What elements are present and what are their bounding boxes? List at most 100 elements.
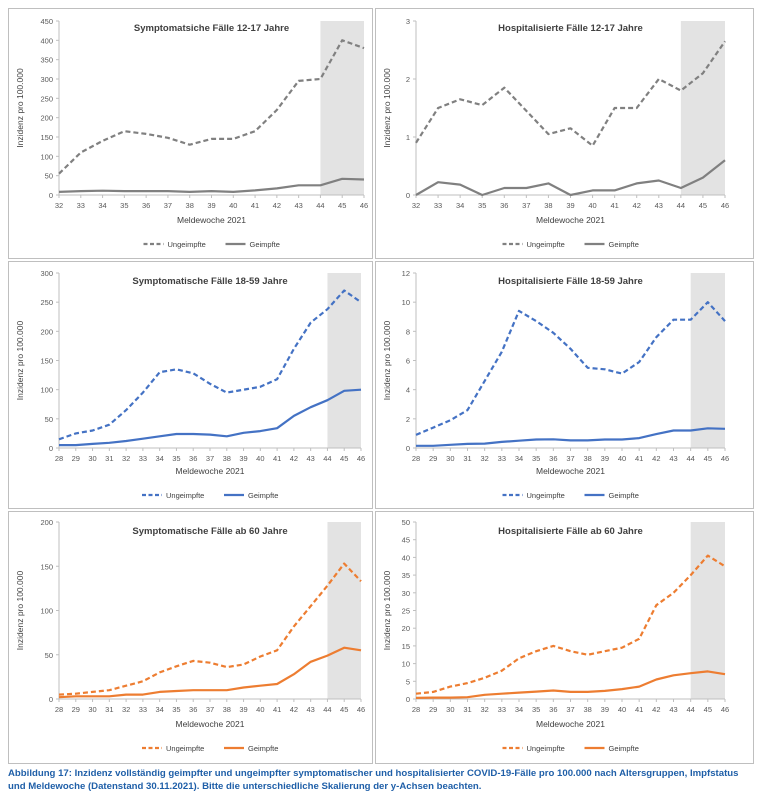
x-tick-label: 29 xyxy=(72,705,80,714)
x-tick-label: 28 xyxy=(55,705,63,714)
x-tick-label: 30 xyxy=(446,705,454,714)
shaded-region xyxy=(680,21,725,195)
x-tick-label: 45 xyxy=(340,705,348,714)
x-axis-label: Meldewoche 2021 xyxy=(176,466,245,476)
y-axis-label: Inzidenz pro 100.000 xyxy=(15,68,25,148)
x-tick-label: 42 xyxy=(273,201,281,210)
chart-panel-3: 0 50 100 150 200 250 300 28 29 30 31 32 33 34 35 36 37 38… xyxy=(8,261,373,509)
y-axis-label: Inzidenz pro 100.000 xyxy=(382,571,392,651)
legend-label-ungeimpfte: Ungeimpfte xyxy=(166,744,204,753)
x-tick-label: 31 xyxy=(105,705,113,714)
x-tick-label: 33 xyxy=(139,454,147,463)
legend-label-geimpfte: Geimpfte xyxy=(248,744,278,753)
legend-label-ungeimpfte: Ungeimpfte xyxy=(527,491,565,500)
y-tick-label: 15 xyxy=(402,642,410,651)
y-tick-label: 8 xyxy=(406,327,410,336)
shaded-region xyxy=(320,21,364,195)
y-tick-label: 2 xyxy=(406,415,410,424)
legend-label-geimpfte: Geimpfte xyxy=(250,240,280,249)
x-tick-label: 30 xyxy=(446,454,454,463)
x-tick-label: 45 xyxy=(340,454,348,463)
chart-svg-1: 0 50 100 150 200 250 300 350 400 450 32 33 34 35 36 37 3… xyxy=(15,17,368,249)
x-tick-label: 39 xyxy=(239,705,247,714)
y-tick-label: 100 xyxy=(40,607,53,616)
chart-title: Symptomatsiche Fälle 12-17 Jahre xyxy=(134,23,289,34)
chart-title: Hospitalisierte Fälle ab 60 Jahre xyxy=(498,526,643,537)
x-tick-label: 35 xyxy=(172,454,180,463)
shaded-region xyxy=(690,273,725,448)
x-tick-label: 31 xyxy=(463,454,471,463)
shaded-region xyxy=(327,522,361,699)
y-tick-label: 150 xyxy=(40,133,53,142)
x-tick-label: 36 xyxy=(549,705,557,714)
y-tick-label: 50 xyxy=(45,651,53,660)
y-tick-label: 200 xyxy=(40,518,53,527)
y-tick-label: 250 xyxy=(40,298,53,307)
x-tick-label: 38 xyxy=(583,454,591,463)
y-tick-label: 50 xyxy=(402,518,410,527)
y-tick-label: 10 xyxy=(402,298,410,307)
y-tick-label: 1 xyxy=(406,133,410,142)
x-tick-label: 37 xyxy=(566,705,574,714)
chart-svg-6: 0 5 10 15 20 25 30 35 40 45 50 28 29 30 31 32 33 34 35 36 37… xyxy=(382,518,729,753)
y-tick-label: 350 xyxy=(40,56,53,65)
y-tick-label: 45 xyxy=(402,536,410,545)
x-tick-label: 43 xyxy=(306,705,314,714)
y-tick-label: 35 xyxy=(402,571,410,580)
x-tick-label: 30 xyxy=(88,705,96,714)
x-tick-label: 32 xyxy=(412,201,420,210)
y-tick-label: 0 xyxy=(49,444,53,453)
x-tick-label: 45 xyxy=(699,201,707,210)
series-line-geimpfte xyxy=(415,159,726,197)
x-tick-label: 32 xyxy=(122,454,130,463)
x-axis-label: Meldewoche 2021 xyxy=(177,215,246,225)
x-tick-label: 34 xyxy=(515,454,523,463)
x-tick-label: 44 xyxy=(686,454,694,463)
y-tick-label: 50 xyxy=(45,415,53,424)
legend-label-ungeimpfte: Ungeimpfte xyxy=(527,240,565,249)
x-tick-label: 46 xyxy=(360,201,368,210)
y-tick-label: 450 xyxy=(40,17,53,26)
series-line-geimpfte xyxy=(415,670,726,699)
y-tick-label: 300 xyxy=(40,75,53,84)
legend-label-geimpfte: Geimpfte xyxy=(248,491,278,500)
x-tick-label: 41 xyxy=(273,705,281,714)
x-tick-label: 37 xyxy=(566,454,574,463)
x-tick-label: 35 xyxy=(120,201,128,210)
x-tick-label: 37 xyxy=(206,454,214,463)
legend-label-geimpfte: Geimpfte xyxy=(609,744,639,753)
x-tick-label: 36 xyxy=(142,201,150,210)
x-tick-label: 28 xyxy=(412,454,420,463)
x-tick-label: 38 xyxy=(583,705,591,714)
x-tick-label: 31 xyxy=(463,705,471,714)
legend-label-geimpfte: Geimpfte xyxy=(609,240,639,249)
x-tick-label: 39 xyxy=(239,454,247,463)
x-tick-label: 40 xyxy=(588,201,596,210)
x-tick-label: 33 xyxy=(77,201,85,210)
x-tick-label: 39 xyxy=(601,705,609,714)
x-tick-label: 34 xyxy=(98,201,106,210)
chart-title: Symptomatische Fälle 18-59 Jahre xyxy=(132,276,287,287)
chart-title: Hospitalisierte Fälle 18-59 Jahre xyxy=(498,276,643,287)
x-tick-label: 38 xyxy=(223,454,231,463)
x-axis-label: Meldewoche 2021 xyxy=(176,719,245,729)
series-line-ungeimpfte xyxy=(58,289,362,441)
x-tick-label: 41 xyxy=(610,201,618,210)
y-tick-label: 20 xyxy=(402,624,410,633)
x-tick-label: 38 xyxy=(223,705,231,714)
x-tick-label: 44 xyxy=(323,705,331,714)
y-tick-label: 150 xyxy=(40,562,53,571)
x-tick-label: 34 xyxy=(155,705,163,714)
chart-svg-2: 0 1 2 3 32 33 34 35 36 37 38 39 40 41 42 43 44 45 46 Hospit… xyxy=(382,17,729,249)
x-tick-label: 46 xyxy=(357,454,365,463)
y-tick-label: 3 xyxy=(406,17,410,26)
y-tick-label: 150 xyxy=(40,357,53,366)
x-tick-label: 36 xyxy=(189,705,197,714)
series-line-ungeimpfte xyxy=(415,554,726,695)
x-tick-label: 42 xyxy=(290,705,298,714)
x-tick-label: 41 xyxy=(635,454,643,463)
y-tick-label: 0 xyxy=(406,444,410,453)
x-tick-label: 43 xyxy=(294,201,302,210)
x-tick-label: 46 xyxy=(357,705,365,714)
